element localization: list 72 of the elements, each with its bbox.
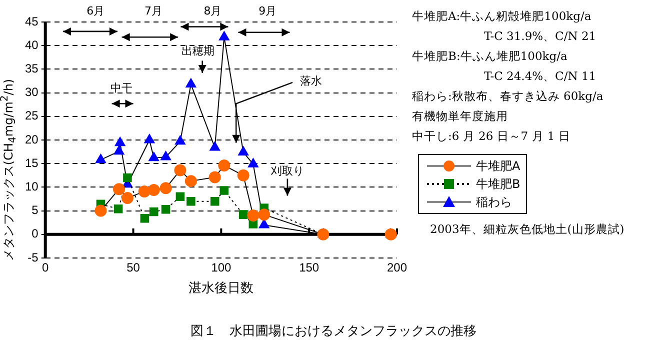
y-tick-label: 0 xyxy=(32,226,39,241)
point xyxy=(184,175,197,188)
text: 有機物単年度施用 xyxy=(412,108,509,125)
point xyxy=(218,159,230,172)
x-tick-label: 50 xyxy=(126,260,140,275)
point xyxy=(248,158,258,168)
point xyxy=(148,152,160,162)
point xyxy=(123,173,132,182)
point xyxy=(114,136,126,146)
x-tick-label: 150 xyxy=(299,260,320,275)
y-tick-label: 20 xyxy=(24,132,39,146)
point xyxy=(247,210,260,222)
annotation: 刈取り xyxy=(270,164,304,179)
annotation: 出穂期 xyxy=(181,44,214,59)
point xyxy=(138,185,150,198)
point xyxy=(148,184,160,196)
text: 6月 xyxy=(86,3,105,18)
text: 牛堆肥A:牛ふん籾殻堆肥100kg/a xyxy=(412,8,592,25)
y-tick-label: 35 xyxy=(24,62,39,76)
x-tick-label: 100 xyxy=(211,260,232,275)
y-tick-label: 45 xyxy=(24,14,39,28)
annotation: 中干 xyxy=(110,80,132,96)
y-tick-label: 30 xyxy=(24,85,39,100)
y-tick-label: 5 xyxy=(32,203,39,218)
text: T-C 31.9%、C/N 21 xyxy=(483,28,598,45)
y-tick-label: -5 xyxy=(28,250,39,264)
point xyxy=(238,210,248,219)
x-tick-label: 0 xyxy=(42,260,50,275)
annotation: 落水 xyxy=(300,74,322,89)
point xyxy=(114,204,123,214)
text: 牛堆肥B:牛ふん堆肥100kg/a xyxy=(412,48,568,65)
point xyxy=(174,135,186,145)
point xyxy=(121,192,134,204)
text: 図１ 水田圃場におけるメタンフラックスの推移 xyxy=(190,323,478,340)
point xyxy=(161,204,170,214)
point xyxy=(160,182,172,194)
point xyxy=(210,142,220,151)
text: T-C 24.4%、C/N 11 xyxy=(483,68,598,85)
point xyxy=(186,78,196,88)
point xyxy=(238,146,249,156)
y-tick-label: 40 xyxy=(24,38,39,52)
text: 7月 xyxy=(144,3,162,18)
point xyxy=(237,169,250,182)
point xyxy=(220,186,229,195)
point xyxy=(144,134,155,144)
point xyxy=(208,171,221,184)
point xyxy=(210,196,220,206)
point xyxy=(186,196,196,206)
point xyxy=(174,164,186,176)
point xyxy=(258,208,270,221)
y-tick-label: 15 xyxy=(24,156,39,170)
y-tick-label: 25 xyxy=(24,108,39,123)
text: 中干し:6 月 26 日～7 月 1 日 xyxy=(412,128,572,145)
legend-label: 牛堆肥B xyxy=(476,176,520,193)
point xyxy=(113,183,126,196)
point xyxy=(160,150,172,160)
text: 2003年、細粒灰色低地土(山形農試) xyxy=(430,222,624,237)
x-tick-label: 200 xyxy=(386,260,408,275)
point xyxy=(114,145,124,155)
legend-label: 稲わら xyxy=(476,194,512,211)
text: 稲わら:秋散布、春すき込み 60kg/a xyxy=(412,88,604,105)
text: 8月 xyxy=(204,3,222,18)
point xyxy=(95,154,106,164)
point xyxy=(140,214,150,223)
point xyxy=(149,207,158,216)
legend-label: 牛堆肥A xyxy=(476,158,520,175)
x-axis-title: 湛水後日数 xyxy=(188,280,254,295)
point xyxy=(218,31,230,40)
point xyxy=(94,204,107,217)
y-tick-label: 10 xyxy=(24,180,39,194)
point xyxy=(176,192,185,202)
text: 9月 xyxy=(258,3,277,18)
